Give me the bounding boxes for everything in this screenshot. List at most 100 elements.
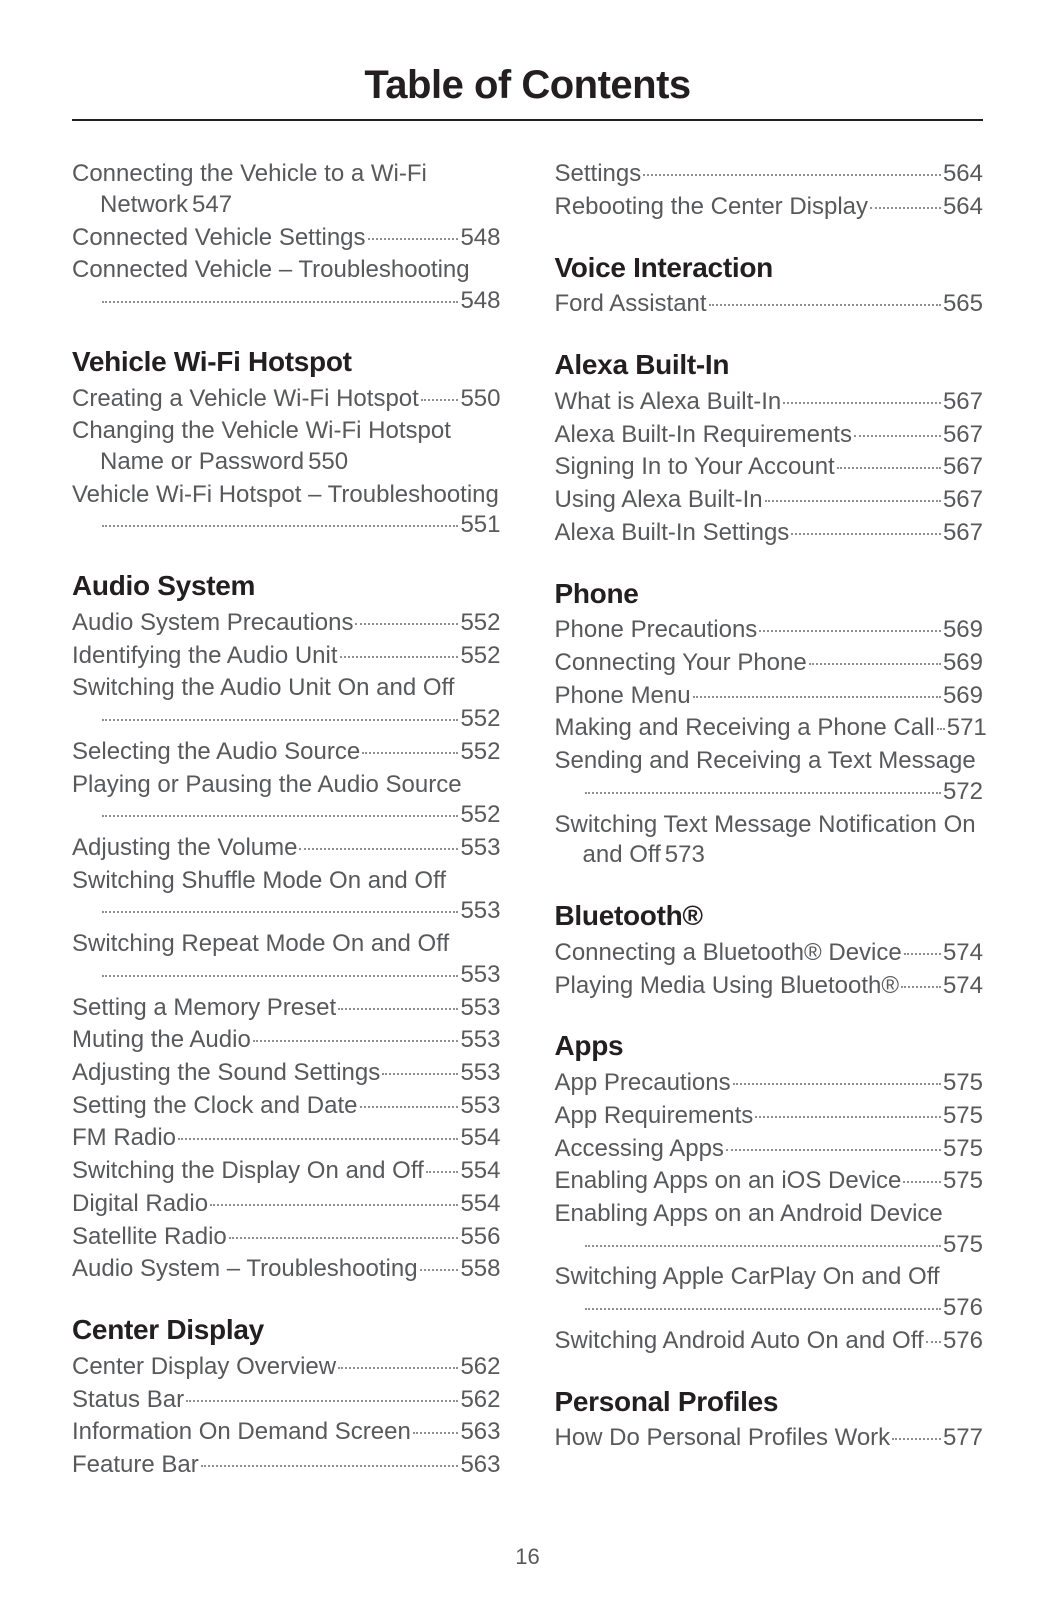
toc-entry[interactable]: Enabling Apps on an Android Device575: [555, 1199, 984, 1260]
toc-entry[interactable]: What is Alexa Built-In567: [555, 387, 984, 418]
toc-leaders: [102, 719, 458, 721]
toc-leaders: [755, 1116, 941, 1118]
toc-leaders: [413, 1432, 459, 1434]
toc-label: How Do Personal Profiles Work: [555, 1423, 891, 1454]
toc-page: 562: [460, 1352, 500, 1383]
toc-entry[interactable]: Accessing Apps575: [555, 1134, 984, 1165]
toc-entry[interactable]: Satellite Radio556: [72, 1222, 501, 1253]
toc-page: 552: [460, 704, 500, 735]
toc-page: 567: [943, 387, 983, 418]
toc-entry[interactable]: Making and Receiving a Phone Call571: [555, 713, 984, 744]
toc-entry[interactable]: App Requirements575: [555, 1101, 984, 1132]
toc-entry[interactable]: Connected Vehicle – Troubleshooting548: [72, 255, 501, 316]
toc-entry[interactable]: Information On Demand Screen563: [72, 1417, 501, 1448]
toc-page: 554: [460, 1189, 500, 1220]
toc-page: 575: [943, 1230, 983, 1261]
toc-entry[interactable]: FM Radio554: [72, 1123, 501, 1154]
toc-label: Creating a Vehicle Wi-Fi Hotspot: [72, 384, 419, 415]
toc-entry[interactable]: Switching Apple CarPlay On and Off576: [555, 1262, 984, 1323]
toc-entry[interactable]: Adjusting the Volume553: [72, 833, 501, 864]
toc-label: Connected Vehicle – Troubleshooting: [72, 255, 470, 286]
toc-entry[interactable]: Switching Text Message Notification Onan…: [555, 810, 984, 871]
toc-entry[interactable]: Enabling Apps on an iOS Device575: [555, 1166, 984, 1197]
toc-entry[interactable]: Using Alexa Built-In567: [555, 485, 984, 516]
toc-label: Adjusting the Volume: [72, 833, 297, 864]
toc-entry[interactable]: Switching Repeat Mode On and Off553: [72, 929, 501, 990]
toc-leaders: [186, 1400, 458, 1402]
toc-entry[interactable]: Settings564: [555, 159, 984, 190]
toc-right-column: Settings564Rebooting the Center Display5…: [555, 157, 984, 1483]
toc-entry[interactable]: Phone Precautions 569: [555, 615, 984, 646]
toc-label: Phone Precautions: [555, 615, 758, 646]
toc-page: 569: [943, 615, 983, 646]
toc-label: Information On Demand Screen: [72, 1417, 411, 1448]
toc-entry[interactable]: Adjusting the Sound Settings553: [72, 1058, 501, 1089]
toc-page: 572: [943, 777, 983, 808]
toc-leaders: [837, 467, 941, 469]
toc-entry[interactable]: Playing Media Using Bluetooth®574: [555, 971, 984, 1002]
toc-entry[interactable]: Selecting the Audio Source552: [72, 737, 501, 768]
toc-entry[interactable]: Rebooting the Center Display564: [555, 192, 984, 223]
toc-label: Alexa Built-In Requirements: [555, 420, 852, 451]
toc-left-column: Connecting the Vehicle to a Wi-FiNetwork…: [72, 157, 501, 1483]
toc-entry[interactable]: Vehicle Wi-Fi Hotspot – Troubleshooting5…: [72, 480, 501, 541]
toc-leaders: [355, 623, 458, 625]
toc-leaders: [892, 1438, 941, 1440]
toc-label: App Requirements: [555, 1101, 754, 1132]
toc-entry[interactable]: Switching Shuffle Mode On and Off553: [72, 866, 501, 927]
toc-label: Signing In to Your Account: [555, 452, 835, 483]
toc-page: 553: [460, 993, 500, 1024]
toc-leaders: [791, 533, 941, 535]
toc-label: Playing or Pausing the Audio Source: [72, 770, 462, 801]
toc-entry[interactable]: Center Display Overview562: [72, 1352, 501, 1383]
toc-entry[interactable]: Playing or Pausing the Audio Source552: [72, 770, 501, 831]
toc-entry[interactable]: Setting the Clock and Date553: [72, 1091, 501, 1122]
toc-entry[interactable]: Switching the Display On and Off554: [72, 1156, 501, 1187]
toc-entry[interactable]: Alexa Built-In Settings567: [555, 518, 984, 549]
toc-page: 569: [943, 681, 983, 712]
toc-page: 553: [460, 1058, 500, 1089]
toc-entry[interactable]: Audio System – Troubleshooting558: [72, 1254, 501, 1285]
toc-leaders: [901, 986, 941, 988]
toc-entry[interactable]: Status Bar562: [72, 1385, 501, 1416]
toc-leaders: [926, 1341, 941, 1343]
toc-entry[interactable]: Connecting a Bluetooth® Device574: [555, 938, 984, 969]
toc-entry[interactable]: Identifying the Audio Unit552: [72, 641, 501, 672]
toc-entry[interactable]: Alexa Built-In Requirements567: [555, 420, 984, 451]
toc-entry[interactable]: Audio System Precautions552: [72, 608, 501, 639]
toc-leaders: [102, 301, 458, 303]
toc-entry[interactable]: Setting a Memory Preset553: [72, 993, 501, 1024]
toc-leaders: [854, 435, 941, 437]
toc-entry[interactable]: Muting the Audio553: [72, 1025, 501, 1056]
toc-entry[interactable]: Phone Menu569: [555, 681, 984, 712]
toc-entry[interactable]: Connecting the Vehicle to a Wi-FiNetwork…: [72, 159, 501, 220]
toc-entry[interactable]: Changing the Vehicle Wi-Fi HotspotName o…: [72, 416, 501, 477]
toc-entry[interactable]: Connected Vehicle Settings548: [72, 223, 501, 254]
toc-entry[interactable]: Feature Bar563: [72, 1450, 501, 1481]
toc-label: FM Radio: [72, 1123, 176, 1154]
toc-label: Feature Bar: [72, 1450, 199, 1481]
toc-leaders: [870, 207, 941, 209]
toc-leaders: [253, 1040, 459, 1042]
toc-entry[interactable]: How Do Personal Profiles Work577: [555, 1423, 984, 1454]
toc-page: 575: [943, 1166, 983, 1197]
toc-entry[interactable]: Creating a Vehicle Wi-Fi Hotspot550: [72, 384, 501, 415]
toc-page: 569: [943, 648, 983, 679]
toc-leaders: [426, 1171, 459, 1173]
toc-leaders: [585, 792, 941, 794]
toc-entry[interactable]: Connecting Your Phone569: [555, 648, 984, 679]
section-heading: Audio System: [72, 571, 501, 602]
toc-label: Switching the Audio Unit On and Off: [72, 673, 454, 704]
toc-page: 573: [665, 841, 705, 868]
toc-entry[interactable]: Digital Radio554: [72, 1189, 501, 1220]
toc-page: 551: [460, 510, 500, 541]
toc-page: 571: [947, 713, 987, 744]
toc-entry[interactable]: Sending and Receiving a Text Message572: [555, 746, 984, 807]
toc-entry[interactable]: Switching the Audio Unit On and Off552: [72, 673, 501, 734]
toc-entry[interactable]: Ford Assistant565: [555, 289, 984, 320]
toc-leaders: [368, 238, 459, 240]
toc-entry[interactable]: App Precautions575: [555, 1068, 984, 1099]
toc-entry[interactable]: Switching Android Auto On and Off576: [555, 1326, 984, 1357]
toc-entry[interactable]: Signing In to Your Account567: [555, 452, 984, 483]
toc-page: 556: [460, 1222, 500, 1253]
